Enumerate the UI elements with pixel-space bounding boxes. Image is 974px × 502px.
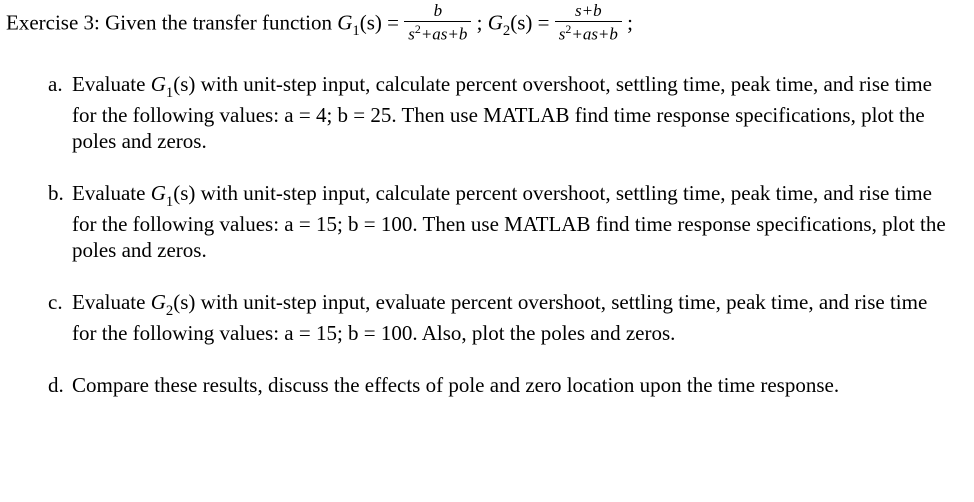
part-a-marker: a.: [48, 71, 63, 97]
header-tail: ;: [622, 10, 633, 34]
part-c-g: G: [151, 290, 166, 314]
part-b: b. Evaluate G1(s) with unit-step input, …: [48, 180, 956, 263]
part-b-pre: Evaluate: [72, 181, 151, 205]
g2-subscript: 2: [503, 23, 510, 39]
part-c: c. Evaluate G2(s) with unit-step input, …: [48, 289, 956, 346]
g2-symbol: G: [488, 10, 503, 34]
frac2-den-rest: +as+b: [571, 25, 618, 44]
separator-1: ;: [471, 10, 487, 34]
parts-list: a. Evaluate G1(s) with unit-step input, …: [6, 71, 956, 398]
part-c-post: with unit-step input, evaluate percent o…: [72, 290, 927, 345]
part-a-pre: Evaluate: [72, 72, 151, 96]
part-c-gsub: 2: [166, 303, 173, 319]
part-b-g: G: [151, 181, 166, 205]
part-b-post: with unit-step input, calculate percent …: [72, 181, 946, 262]
fraction-g2: s+b s2+as+b: [555, 2, 622, 43]
fraction-g1: b s2+as+b: [404, 2, 471, 43]
header-prefix: Exercise 3: Given the transfer function: [6, 10, 337, 34]
frac1-num: b: [434, 1, 443, 20]
part-b-garg: (s): [173, 181, 195, 205]
part-a-garg: (s): [173, 72, 195, 96]
part-a-post: with unit-step input, calculate percent …: [72, 72, 932, 153]
part-b-marker: b.: [48, 180, 64, 206]
frac1-den-s: s: [408, 25, 415, 44]
part-c-pre: Evaluate: [72, 290, 151, 314]
part-a-g: G: [151, 72, 166, 96]
part-d-marker: d.: [48, 372, 64, 398]
part-a: a. Evaluate G1(s) with unit-step input, …: [48, 71, 956, 154]
part-d-text: Compare these results, discuss the effec…: [72, 373, 839, 397]
frac1-den-rest: +as+b: [421, 25, 468, 44]
part-b-gsub: 1: [166, 194, 173, 210]
exercise-header: Exercise 3: Given the transfer function …: [6, 4, 956, 45]
part-a-gsub: 1: [166, 85, 173, 101]
part-c-marker: c.: [48, 289, 63, 315]
g2-arg: (s) =: [510, 10, 555, 34]
g1-subscript: 1: [352, 23, 359, 39]
page: Exercise 3: Given the transfer function …: [0, 0, 974, 399]
frac2-num: s+b: [575, 1, 602, 20]
part-c-garg: (s): [173, 290, 195, 314]
part-d: d. Compare these results, discuss the ef…: [48, 372, 956, 398]
g1-arg: (s) =: [360, 10, 405, 34]
g1-symbol: G: [337, 10, 352, 34]
